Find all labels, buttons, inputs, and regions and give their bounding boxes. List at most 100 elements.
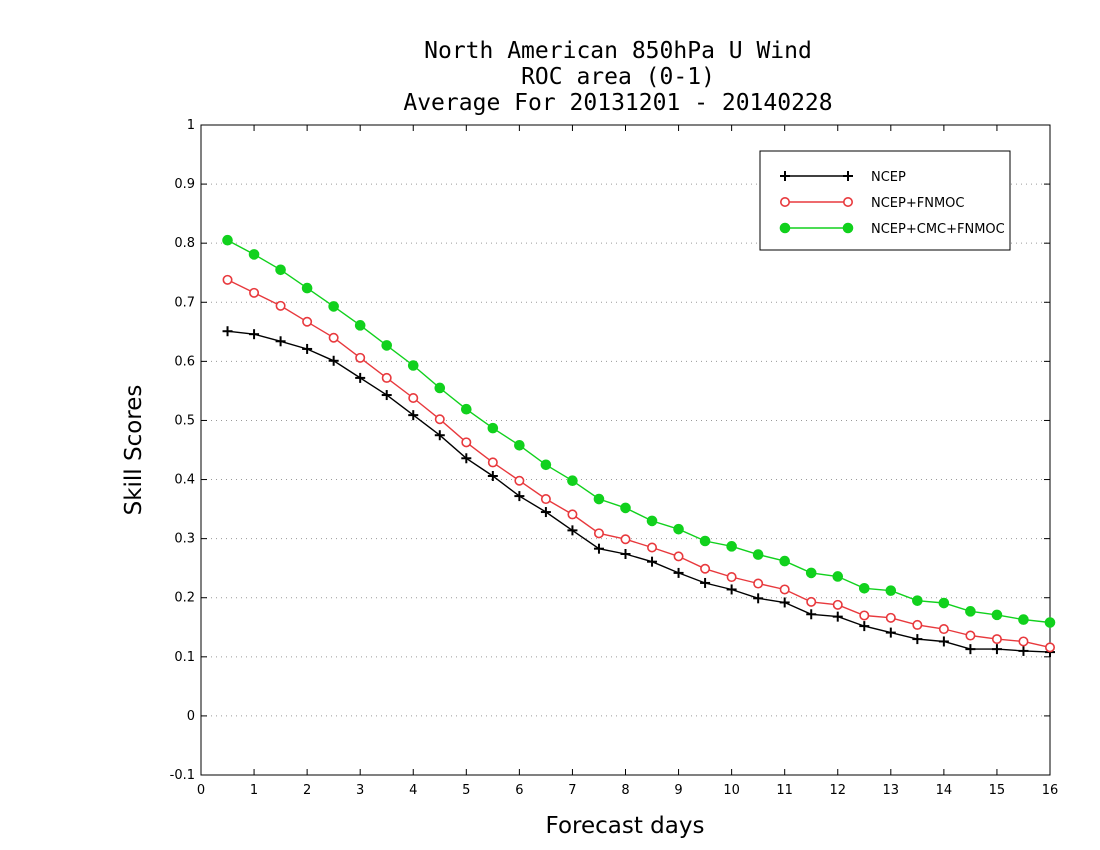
- y-tick-label: 1: [187, 118, 195, 133]
- data-point: [938, 597, 950, 609]
- x-tick-label: 12: [829, 783, 846, 798]
- data-point: [593, 543, 604, 554]
- data-point: [885, 585, 897, 596]
- data-point: [938, 636, 949, 647]
- data-point: [567, 509, 578, 520]
- x-tick-label: 2: [303, 783, 311, 798]
- data-point: [779, 584, 790, 595]
- x-axis-label: Forecast days: [546, 813, 705, 839]
- data-point: [673, 523, 684, 535]
- series-ncep-cmc-fnmoc: [222, 234, 1056, 628]
- data-point: [965, 644, 976, 655]
- y-tick-label: 0: [187, 709, 195, 724]
- data-point: [434, 414, 445, 425]
- x-tick-label: 15: [989, 783, 1006, 798]
- data-point: [620, 534, 631, 545]
- data-point: [752, 549, 764, 560]
- data-point: [859, 621, 870, 632]
- data-point: [249, 329, 260, 340]
- series-line: [227, 239, 1051, 624]
- data-point: [832, 599, 843, 610]
- data-point: [832, 571, 844, 582]
- data-point: [1018, 614, 1029, 625]
- y-axis: -0.1 0 0.1 0.2 0.3 0.4 0.5 0.6 0.7 0.8 0.9 1: [170, 118, 1050, 783]
- data-point: [753, 593, 764, 604]
- legend-marker: [843, 171, 853, 181]
- data-point: [859, 610, 870, 621]
- data-point: [407, 360, 419, 371]
- data-point: [540, 494, 551, 505]
- data-point: [487, 471, 498, 481]
- data-point: [248, 249, 260, 260]
- y-tick-label: 0.1: [174, 650, 195, 665]
- data-point: [434, 430, 445, 441]
- data-point: [620, 549, 631, 559]
- x-tick-label: 16: [1042, 783, 1059, 798]
- x-tick-label: 6: [515, 783, 523, 798]
- legend: NCEP NCEP+FNMOC NCEP+CMC+FNMOC: [759, 150, 1011, 251]
- data-point: [355, 352, 366, 363]
- data-point: [567, 525, 578, 536]
- data-point: [700, 563, 711, 574]
- series-line: [227, 330, 1051, 653]
- legend-item: NCEP+CMC+FNMOC: [779, 222, 1005, 237]
- data-point: [593, 493, 605, 505]
- legend-box: [759, 150, 1011, 251]
- legend-label: NCEP: [871, 170, 906, 185]
- y-tick-label: 0.7: [174, 295, 195, 310]
- y-tick-label: 0.9: [174, 177, 195, 192]
- data-point: [408, 410, 419, 421]
- data-point: [461, 453, 472, 464]
- y-tick-label: -0.1: [170, 768, 195, 783]
- x-axis: 0 1 2 3 4 5 6 7 8 9 10 11 12 13 14 15 16: [197, 125, 1058, 798]
- data-point: [912, 595, 923, 606]
- data-point: [673, 567, 684, 578]
- y-axis-label: Skill Scores: [121, 385, 147, 516]
- data-point: [965, 606, 976, 617]
- data-point: [540, 507, 551, 518]
- data-point: [805, 567, 817, 579]
- data-point: [355, 372, 366, 383]
- data-point: [885, 612, 896, 623]
- data-point: [938, 624, 949, 635]
- data-point: [593, 528, 604, 539]
- data-point: [381, 390, 392, 401]
- y-tick-label: 0.3: [174, 532, 195, 547]
- data-point: [912, 619, 923, 630]
- data-point: [779, 597, 790, 608]
- legend-item: NCEP: [780, 170, 906, 185]
- data-point: [275, 300, 286, 311]
- legend-marker: [779, 197, 790, 208]
- data-point: [806, 596, 817, 607]
- data-point: [620, 502, 631, 514]
- data-point: [302, 343, 313, 354]
- data-point: [408, 392, 419, 403]
- series-ncep: [222, 326, 1055, 658]
- data-point: [222, 326, 233, 337]
- data-point: [328, 355, 339, 366]
- data-point: [434, 382, 446, 394]
- legend-item: NCEP+FNMOC: [779, 196, 964, 211]
- data-point: [753, 578, 764, 589]
- data-point: [806, 609, 817, 620]
- legend-marker: [780, 171, 790, 181]
- y-tick-label: 0.4: [174, 473, 195, 488]
- y-tick-label: 0.8: [174, 236, 195, 251]
- chart-title-line-1: North American 850hPa U Wind: [424, 38, 812, 64]
- data-point: [381, 372, 392, 383]
- data-point: [646, 515, 658, 527]
- data-point: [647, 542, 658, 553]
- data-point: [885, 627, 896, 638]
- data-point: [275, 264, 286, 276]
- legend-label: NCEP+CMC+FNMOC: [871, 222, 1005, 237]
- data-point: [540, 459, 552, 471]
- x-tick-label: 11: [776, 783, 793, 798]
- data-point: [991, 644, 1002, 655]
- data-point: [514, 475, 525, 486]
- data-point: [912, 634, 923, 645]
- data-point: [991, 634, 1002, 645]
- data-point: [487, 422, 499, 434]
- data-point: [249, 287, 260, 298]
- gridlines: [201, 183, 1050, 717]
